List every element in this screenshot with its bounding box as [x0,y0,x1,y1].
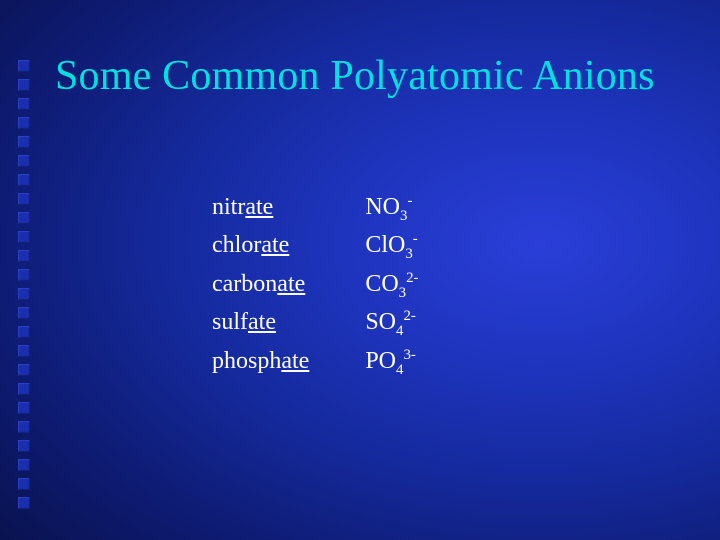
bullet-square [18,402,30,414]
bullet-square [18,212,30,224]
formula-subscript: 3 [399,285,406,301]
formula-superscript: - [413,231,418,247]
decorative-bullet-strip [18,60,30,509]
anion-name-root: nitr [212,194,245,220]
anion-name-root: carbon [212,271,277,297]
bullet-square [18,288,30,300]
bullet-square [18,459,30,471]
anion-name-root: sulf [212,309,248,335]
bullet-square [18,98,30,110]
anion-formulas-column: NO3-ClO3-CO32-SO42-PO43- [365,188,418,380]
bullet-square [18,250,30,262]
bullet-square [18,136,30,148]
anion-name-root: phosph [212,348,281,374]
formula-subscript: 3 [405,246,412,262]
anion-formula: SO42- [365,303,418,341]
formula-base: SO [365,309,396,335]
anion-name-suffix: ate [261,232,289,258]
anion-formula: CO32- [365,265,418,303]
bullet-square [18,307,30,319]
bullet-square [18,345,30,357]
anion-name-suffix: ate [245,194,273,220]
bullet-square [18,383,30,395]
anion-formula: PO43- [365,342,418,380]
bullet-square [18,478,30,490]
bullet-square [18,117,30,129]
anion-formula: ClO3- [365,226,418,264]
bullet-square [18,174,30,186]
bullet-square [18,440,30,452]
formula-subscript: 4 [396,323,403,339]
anion-names-column: nitratechloratecarbonatesulfatephosphate [212,188,309,380]
formula-base: CO [365,271,398,297]
formula-subscript: 3 [400,208,407,224]
anion-name-root: chlor [212,232,261,258]
bullet-square [18,155,30,167]
formula-subscript: 4 [396,361,403,377]
slide-title: Some Common Polyatomic Anions [55,52,655,100]
anion-name: chlorate [212,226,309,264]
formula-base: NO [365,194,400,220]
bullet-square [18,269,30,281]
anion-name-suffix: ate [248,309,276,335]
bullet-square [18,231,30,243]
anion-name: nitrate [212,188,309,226]
formula-superscript: 2- [406,270,418,286]
bullet-square [18,364,30,376]
formula-superscript: 2- [403,308,415,324]
bullet-square [18,60,30,72]
bullet-square [18,421,30,433]
bullet-square [18,79,30,91]
formula-superscript: - [407,193,412,209]
formula-base: PO [365,348,396,374]
anion-name-suffix: ate [277,271,305,297]
anion-formula: NO3- [365,188,418,226]
anion-name: phosphate [212,342,309,380]
bullet-square [18,193,30,205]
anion-table: nitratechloratecarbonatesulfatephosphate… [212,188,419,380]
bullet-square [18,326,30,338]
formula-superscript: 3- [403,347,415,363]
anion-name-suffix: ate [281,348,309,374]
bullet-square [18,497,30,509]
anion-name: sulfate [212,303,309,341]
anion-name: carbonate [212,265,309,303]
formula-base: ClO [365,232,405,258]
